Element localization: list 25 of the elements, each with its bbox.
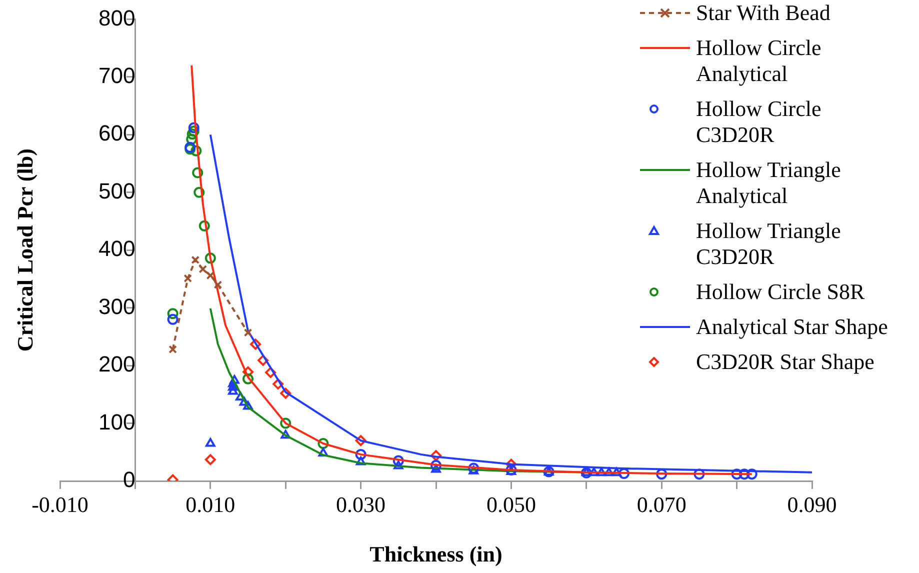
x-tick-label: 0.050	[486, 492, 536, 517]
y-tick-label: 500	[98, 178, 136, 204]
x-tick-label: 0.070	[636, 492, 686, 517]
legend-label: Hollow Circle S8R	[696, 279, 866, 305]
x-tick-label: 0.090	[787, 492, 837, 517]
y-tick-label: 800	[98, 5, 136, 30]
x-tick-label: 0.030	[336, 492, 386, 517]
y-tick-label: 100	[98, 409, 136, 434]
y-tick-label: 600	[98, 120, 136, 146]
x-tick-label: -0.010	[32, 492, 88, 517]
legend-label: Hollow Circle Analytical	[696, 35, 822, 87]
y-tick-label: 300	[98, 294, 136, 319]
y-tick-label: 700	[98, 62, 136, 88]
y-tick-label: 400	[98, 236, 136, 262]
legend-label: Hollow Triangle C3D20R	[696, 218, 842, 270]
y-axis-title: Critical Load Pcr (lb)	[12, 148, 38, 352]
legend-label: Star With Bead	[696, 0, 832, 26]
legend-label: Hollow Circle C3D20R	[696, 96, 822, 148]
y-tick-label: 200	[98, 352, 136, 377]
x-tick-label: 0.010	[186, 492, 236, 517]
x-axis-title: Thickness (in)	[370, 541, 502, 566]
legend-label: Analytical Star Shape	[696, 314, 889, 340]
legend-label: C3D20R Star Shape	[696, 349, 876, 375]
legend-label: Hollow Triangle Analytical	[696, 157, 842, 209]
y-tick-label: 0	[122, 467, 136, 492]
